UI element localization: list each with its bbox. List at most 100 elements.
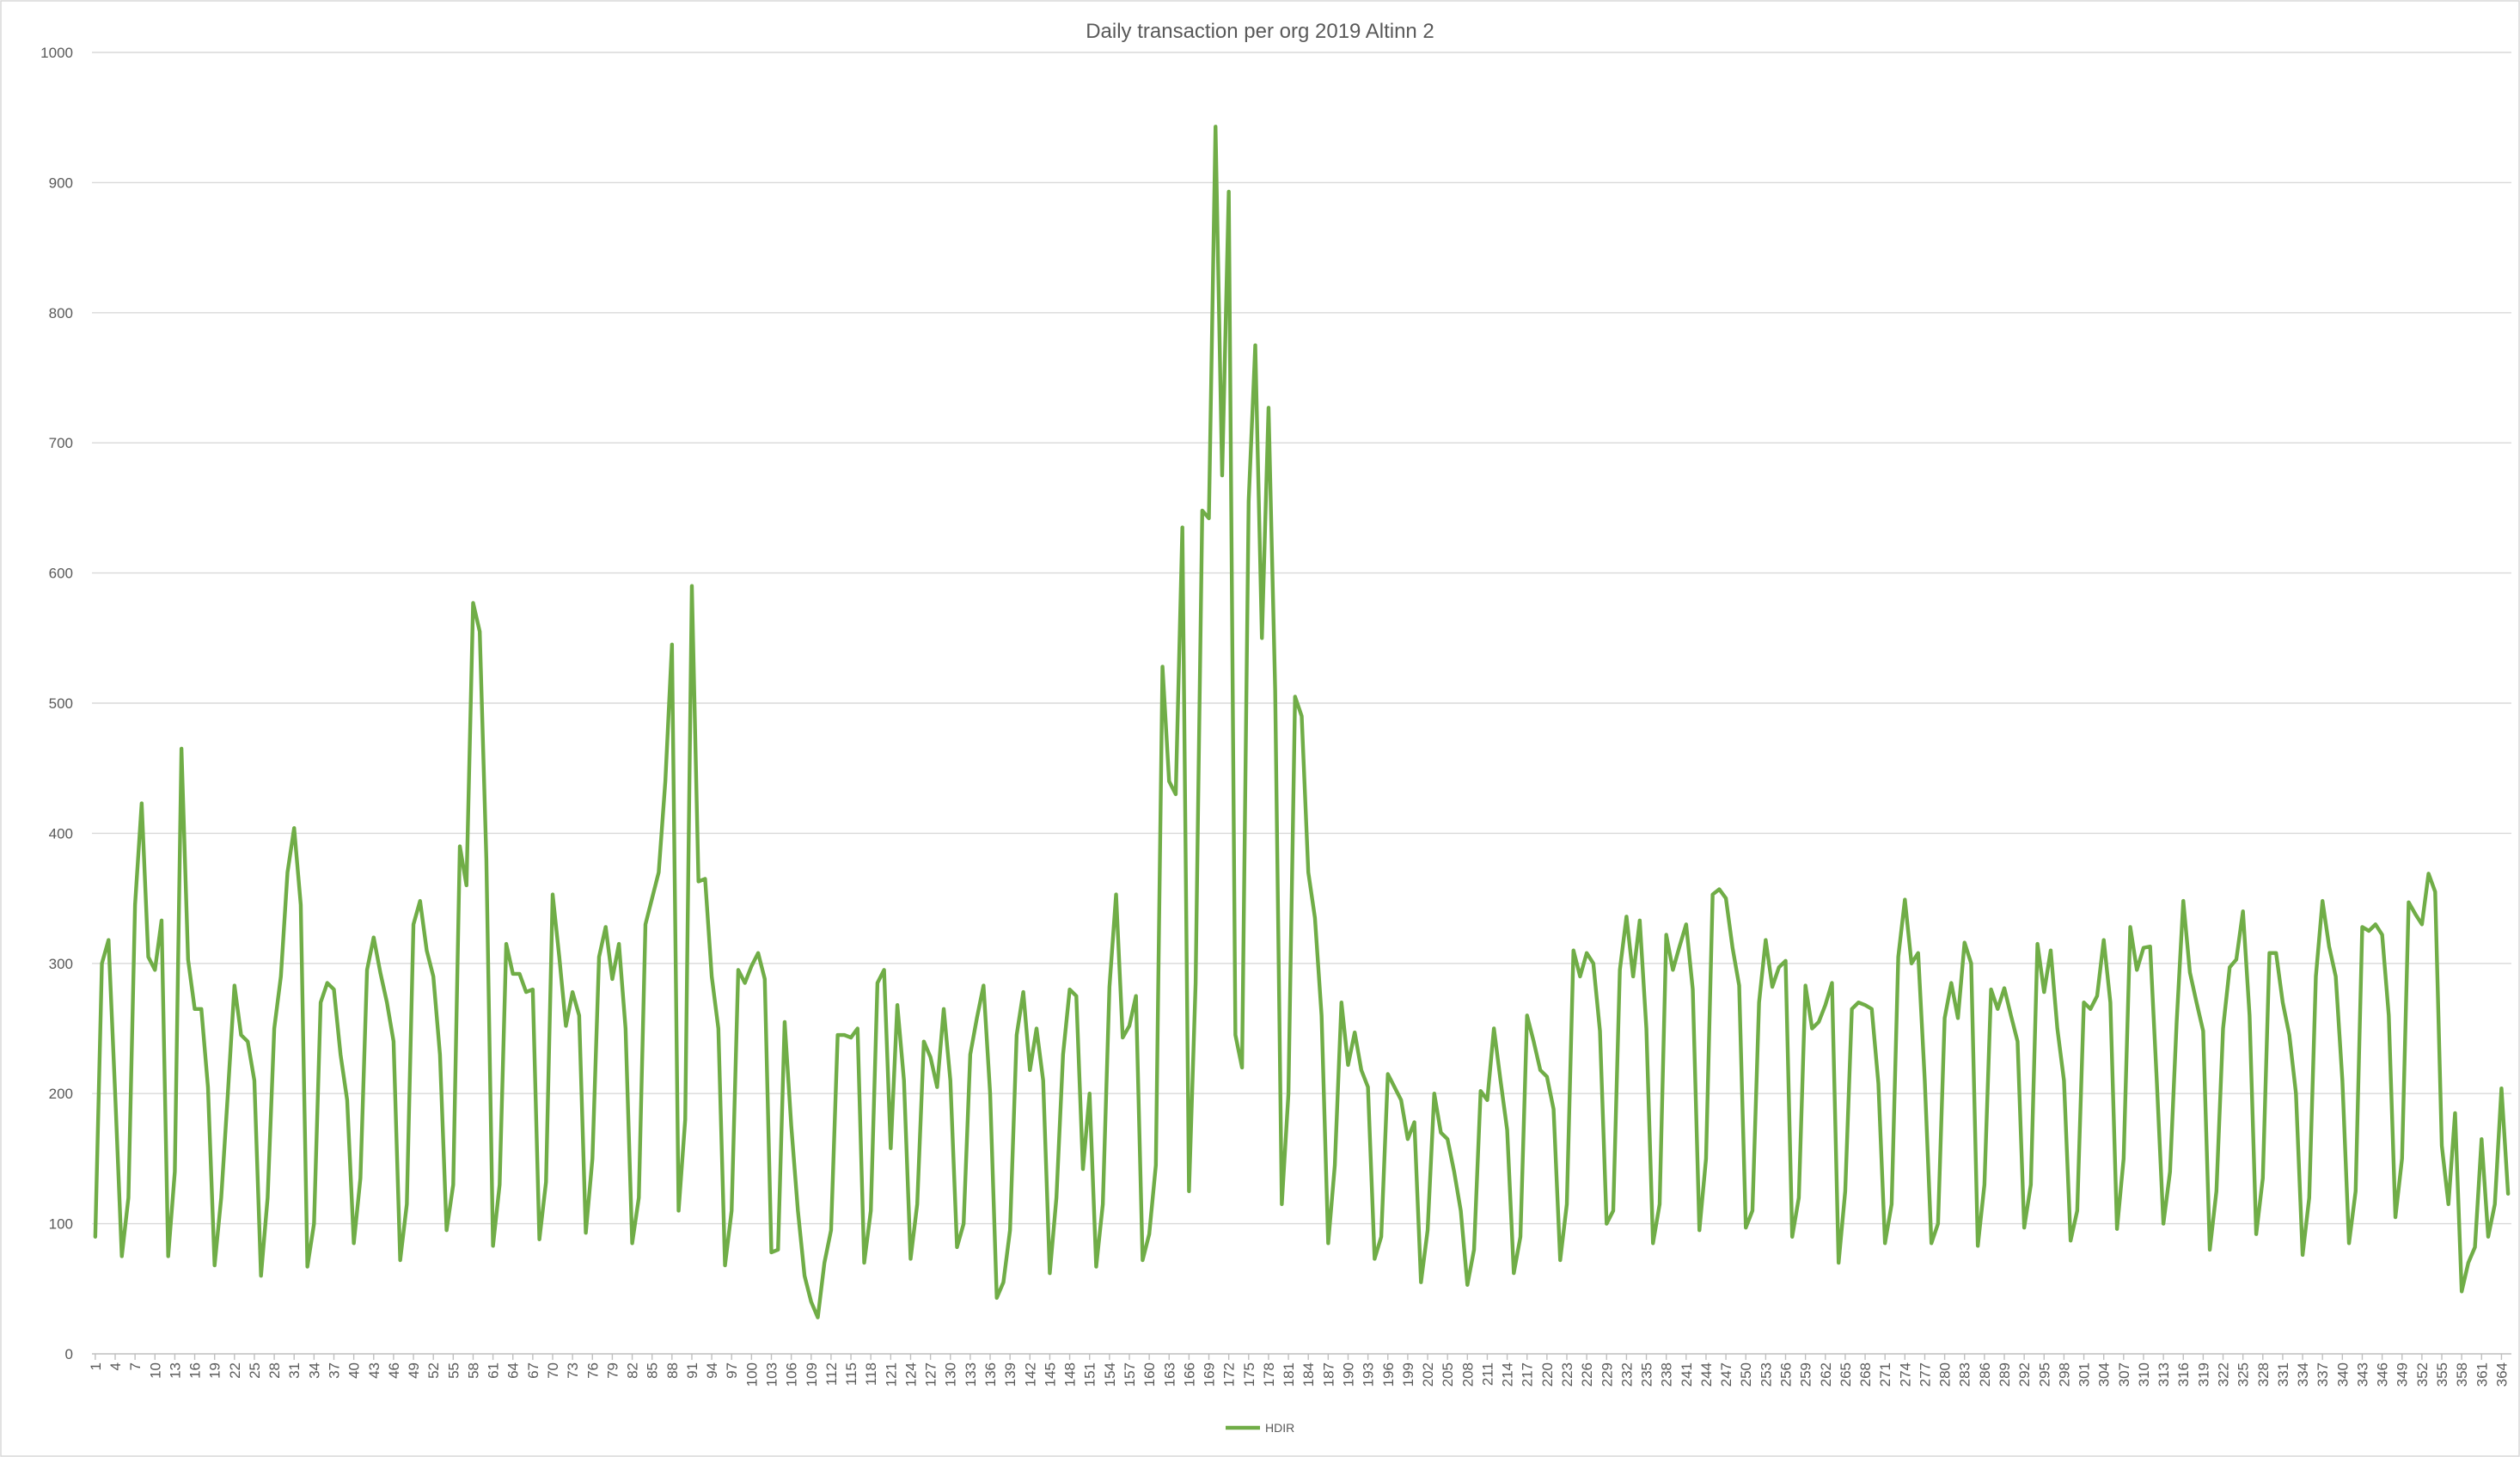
x-tick-label-328: 328 — [2255, 1362, 2272, 1387]
data-point-day-118 — [869, 1209, 872, 1213]
data-point-day-124 — [908, 1257, 913, 1261]
data-point-day-243 — [1697, 1228, 1701, 1232]
x-tick-label-133: 133 — [963, 1362, 979, 1387]
data-point-day-167 — [1194, 981, 1197, 985]
x-tick-label-121: 121 — [883, 1362, 899, 1387]
data-point-day-295 — [2042, 990, 2046, 994]
data-point-day-193 — [1367, 1086, 1370, 1089]
data-point-day-132 — [962, 1222, 965, 1226]
data-point-day-253 — [1764, 938, 1767, 942]
data-point-day-248 — [1731, 946, 1734, 950]
data-point-day-93 — [703, 877, 706, 880]
x-tick-label-361: 361 — [2474, 1362, 2490, 1387]
data-point-day-246 — [1717, 887, 1721, 891]
x-tick-label-325: 325 — [2236, 1362, 2252, 1387]
x-tick-label-199: 199 — [1400, 1362, 1416, 1387]
data-point-day-77 — [597, 955, 601, 958]
data-point-day-140 — [1015, 1033, 1018, 1037]
data-point-day-307 — [2122, 1157, 2125, 1160]
data-point-day-207 — [1459, 1209, 1463, 1213]
data-point-day-304 — [2102, 938, 2106, 942]
data-point-day-131 — [955, 1246, 959, 1249]
data-point-day-22 — [233, 983, 236, 988]
x-tick-label-280: 280 — [1937, 1362, 1954, 1387]
data-point-day-225 — [1578, 975, 1582, 978]
data-point-day-202 — [1426, 1228, 1429, 1232]
data-point-day-3 — [107, 938, 110, 942]
x-tick-label-85: 85 — [645, 1362, 661, 1379]
data-point-day-250 — [1744, 1226, 1747, 1229]
x-tick-label-103: 103 — [764, 1362, 780, 1387]
y-tick-label-800: 800 — [49, 305, 73, 321]
data-point-day-97 — [730, 1209, 733, 1213]
data-point-day-5 — [120, 1254, 124, 1258]
data-point-day-60 — [485, 858, 488, 861]
data-point-day-343 — [2360, 925, 2364, 929]
data-point-day-191 — [1353, 1031, 1356, 1034]
y-tick-label-200: 200 — [49, 1086, 73, 1102]
data-point-day-271 — [1883, 1241, 1887, 1245]
data-point-day-176 — [1253, 344, 1257, 347]
data-point-day-159 — [1141, 1258, 1144, 1262]
data-point-day-237 — [1658, 1203, 1661, 1206]
data-point-day-24 — [246, 1040, 249, 1044]
x-tick-label-316: 316 — [2175, 1362, 2192, 1387]
x-tick-label-67: 67 — [525, 1362, 541, 1379]
data-point-day-338 — [2327, 945, 2331, 948]
data-point-day-141 — [1021, 990, 1025, 994]
data-point-day-65 — [517, 972, 522, 976]
data-point-day-179 — [1274, 689, 1277, 692]
data-point-day-116 — [856, 1026, 859, 1031]
data-point-day-174 — [1240, 1066, 1244, 1069]
data-point-day-76 — [590, 1157, 594, 1160]
data-point-day-151 — [1088, 1092, 1092, 1095]
x-tick-label-97: 97 — [724, 1362, 740, 1379]
x-tick-label-160: 160 — [1141, 1362, 1158, 1387]
data-point-day-267 — [1856, 1001, 1860, 1004]
data-point-day-153 — [1101, 1203, 1104, 1206]
y-tick-label-300: 300 — [49, 956, 73, 972]
data-point-day-270 — [1876, 1081, 1881, 1085]
x-tick-label-214: 214 — [1500, 1362, 1516, 1387]
data-point-day-43 — [372, 935, 376, 940]
data-point-day-268 — [1863, 1003, 1867, 1007]
data-point-day-355 — [2440, 1144, 2444, 1148]
data-point-day-356 — [2447, 1203, 2450, 1206]
data-point-day-26 — [260, 1274, 263, 1277]
legend-label: HDIR — [1265, 1421, 1294, 1435]
data-point-day-73 — [571, 990, 574, 994]
data-point-day-309 — [2135, 968, 2138, 971]
data-point-day-294 — [2035, 942, 2040, 946]
x-tick-label-364: 364 — [2493, 1362, 2510, 1387]
data-point-day-354 — [2433, 890, 2437, 894]
data-point-day-135 — [982, 983, 985, 988]
x-tick-label-340: 340 — [2334, 1362, 2351, 1387]
x-tick-label-16: 16 — [187, 1362, 204, 1379]
x-tick-label-244: 244 — [1698, 1362, 1715, 1387]
data-point-day-347 — [2387, 1013, 2390, 1017]
data-point-day-233 — [1631, 975, 1635, 978]
data-point-day-259 — [1804, 983, 1807, 988]
data-point-day-281 — [1949, 981, 1953, 985]
data-point-day-61 — [492, 1244, 495, 1247]
data-point-day-68 — [537, 1238, 541, 1241]
x-tick-label-217: 217 — [1520, 1362, 1536, 1387]
data-point-day-352 — [2420, 922, 2424, 926]
data-point-day-316 — [2181, 899, 2185, 903]
y-tick-label-0: 0 — [65, 1346, 73, 1362]
data-point-day-200 — [1413, 1120, 1416, 1124]
data-point-day-183 — [1300, 714, 1304, 718]
data-point-day-299 — [2069, 1239, 2072, 1242]
x-tick-label-112: 112 — [823, 1362, 840, 1386]
data-point-day-130 — [949, 1079, 952, 1082]
x-tick-label-238: 238 — [1659, 1362, 1675, 1387]
data-point-day-353 — [2427, 872, 2431, 875]
x-tick-label-7: 7 — [127, 1362, 144, 1370]
x-tick-label-337: 337 — [2315, 1362, 2331, 1387]
data-point-day-303 — [2095, 995, 2099, 998]
x-tick-label-22: 22 — [227, 1362, 243, 1379]
x-tick-label-70: 70 — [545, 1362, 561, 1379]
x-tick-label-136: 136 — [982, 1362, 999, 1387]
x-tick-label-307: 307 — [2116, 1362, 2132, 1387]
x-tick-label-73: 73 — [565, 1362, 581, 1379]
